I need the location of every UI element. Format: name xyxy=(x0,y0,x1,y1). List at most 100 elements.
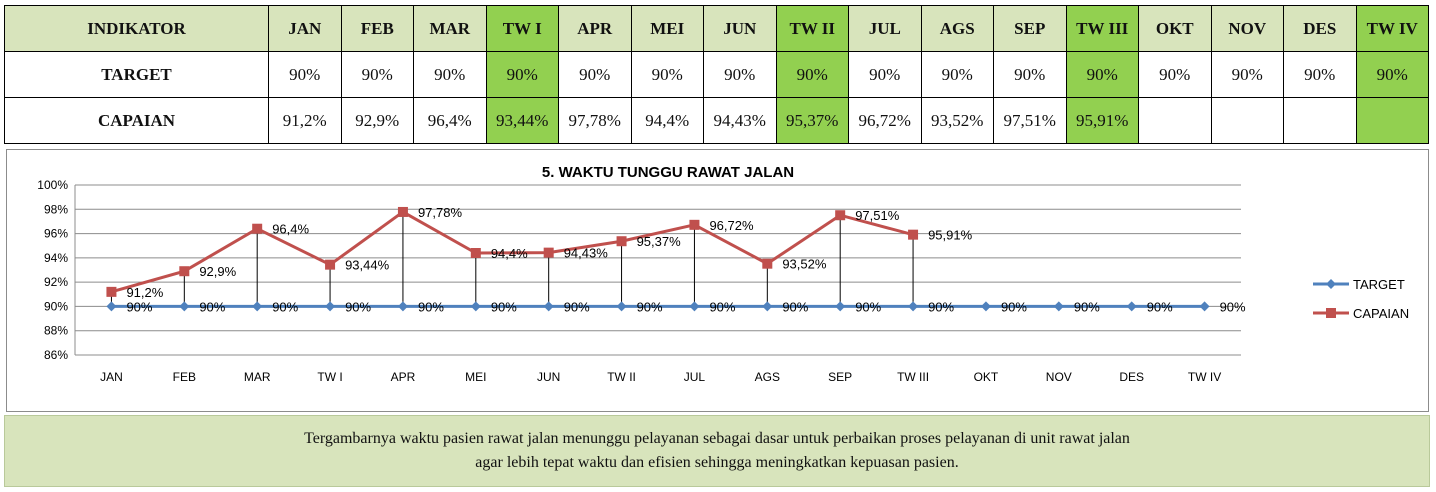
series-line-capaian xyxy=(111,210,914,294)
header-col-tw-i: TW I xyxy=(485,5,559,52)
capaian-point xyxy=(689,219,700,230)
header-col-mar: MAR xyxy=(413,5,487,52)
target-point xyxy=(106,301,117,312)
header-col-feb: FEB xyxy=(340,5,414,52)
capaian-point xyxy=(325,259,336,270)
x-tick-label: NOV xyxy=(1046,370,1072,384)
capaian-point xyxy=(543,247,554,258)
target-point xyxy=(1053,301,1064,312)
header-col-tw-iv: TW IV xyxy=(1355,5,1429,52)
table-cell xyxy=(1283,97,1357,144)
target-point xyxy=(179,301,190,312)
table-cell: 90% xyxy=(993,51,1067,98)
header-col-mei: MEI xyxy=(630,5,704,52)
table-cell: 90% xyxy=(848,51,922,98)
header-col-jan: JAN xyxy=(268,5,342,52)
target-point xyxy=(762,301,773,312)
target-point xyxy=(616,301,627,312)
target-point xyxy=(1126,301,1137,312)
header-col-okt: OKT xyxy=(1138,5,1212,52)
header-col-ags: AGS xyxy=(920,5,994,52)
target-data-label: 90% xyxy=(782,299,808,314)
capaian-point xyxy=(252,223,263,234)
target-data-label: 90% xyxy=(855,299,881,314)
header-col-tw-ii: TW II xyxy=(775,5,849,52)
target-point xyxy=(470,301,481,312)
x-tick-label: TW I xyxy=(317,370,342,384)
capaian-point xyxy=(835,210,846,221)
table-cell: 90% xyxy=(340,51,414,98)
table-cell: 95,91% xyxy=(1065,97,1139,144)
table-cell: 92,9% xyxy=(340,97,414,144)
table-cell: 90% xyxy=(630,51,704,98)
table-cell: 90% xyxy=(775,51,849,98)
capaian-point xyxy=(179,266,190,277)
table-cell: 90% xyxy=(1065,51,1139,98)
target-data-label: 90% xyxy=(418,299,444,314)
table-cell: 90% xyxy=(558,51,632,98)
capaian-point xyxy=(397,206,408,217)
table-cell: 90% xyxy=(920,51,994,98)
y-tick-label: 92% xyxy=(44,275,68,289)
target-data-label: 90% xyxy=(1147,299,1173,314)
table-cell: 91,2% xyxy=(268,97,342,144)
capaian-data-label: 91,2% xyxy=(126,285,163,300)
capaian-point xyxy=(762,258,773,269)
indicator-table: INDIKATOR JAN FEB MAR TW I APR MEI JUN TW II JUL… xyxy=(4,5,1429,144)
y-tick-label: 86% xyxy=(44,348,68,362)
table-cell: 93,44% xyxy=(485,97,559,144)
capaian-data-label: 94,43% xyxy=(564,246,609,261)
legend-marker-diamond xyxy=(1326,279,1336,289)
table-cell: 90% xyxy=(268,51,342,98)
y-tick-label: 90% xyxy=(44,299,68,313)
header-col-jun: JUN xyxy=(703,5,777,52)
table-row-target: TARGET 90% 90% 90% 90% 90% 90% 90% 90% 90% 90% 90% 9… xyxy=(4,51,1429,98)
target-data-label: 90% xyxy=(491,299,517,314)
target-data-label: 90% xyxy=(199,299,225,314)
x-tick-label: DES xyxy=(1119,370,1144,384)
table-cell: 90% xyxy=(1283,51,1357,98)
capaian-point xyxy=(106,286,117,297)
capaian-point xyxy=(908,229,919,240)
target-data-label: 90% xyxy=(564,299,590,314)
capaian-data-label: 94,4% xyxy=(491,246,528,261)
capaian-data-label: 95,37% xyxy=(637,234,682,249)
header-col-sep: SEP xyxy=(993,5,1067,52)
table-cell: 97,51% xyxy=(993,97,1067,144)
table-cell: 96,72% xyxy=(848,97,922,144)
capaian-point xyxy=(616,236,627,247)
table-cell xyxy=(1355,97,1429,144)
row-label: TARGET xyxy=(4,51,269,98)
x-tick-label: TW II xyxy=(607,370,636,384)
row-label: CAPAIAN xyxy=(4,97,269,144)
target-data-label: 90% xyxy=(709,299,735,314)
table-cell: 95,37% xyxy=(775,97,849,144)
table-header-row: INDIKATOR JAN FEB MAR TW I APR MEI JUN TW II JUL… xyxy=(4,5,1429,52)
target-point xyxy=(252,301,263,312)
target-point xyxy=(397,301,408,312)
table-cell: 93,52% xyxy=(920,97,994,144)
header-col-apr: APR xyxy=(558,5,632,52)
target-data-label: 90% xyxy=(1001,299,1027,314)
table-cell: 90% xyxy=(485,51,559,98)
header-indikator: INDIKATOR xyxy=(4,5,269,52)
table-cell: 94,4% xyxy=(630,97,704,144)
x-tick-label: AGS xyxy=(755,370,780,384)
target-data-label: 90% xyxy=(1074,299,1100,314)
table-cell: 90% xyxy=(1138,51,1212,98)
capaian-data-label: 96,72% xyxy=(709,218,754,233)
chart-area: 5. WAKTU TUNGGU RAWAT JALAN 86% 88% 90% 92% 9… xyxy=(6,149,1429,412)
target-point xyxy=(689,301,700,312)
header-col-nov: NOV xyxy=(1210,5,1284,52)
table-cell: 90% xyxy=(1355,51,1429,98)
target-data-label: 90% xyxy=(928,299,954,314)
x-tick-label: APR xyxy=(391,370,416,384)
target-data-label: 90% xyxy=(126,299,152,314)
y-tick-label: 94% xyxy=(44,251,68,265)
capaian-data-label: 97,78% xyxy=(418,205,463,220)
capaian-data-label: 92,9% xyxy=(199,264,236,279)
x-tick-label: JUL xyxy=(684,370,706,384)
table-cell: 90% xyxy=(703,51,777,98)
capaian-data-label: 97,51% xyxy=(855,208,900,223)
x-tick-label: OKT xyxy=(974,370,999,384)
